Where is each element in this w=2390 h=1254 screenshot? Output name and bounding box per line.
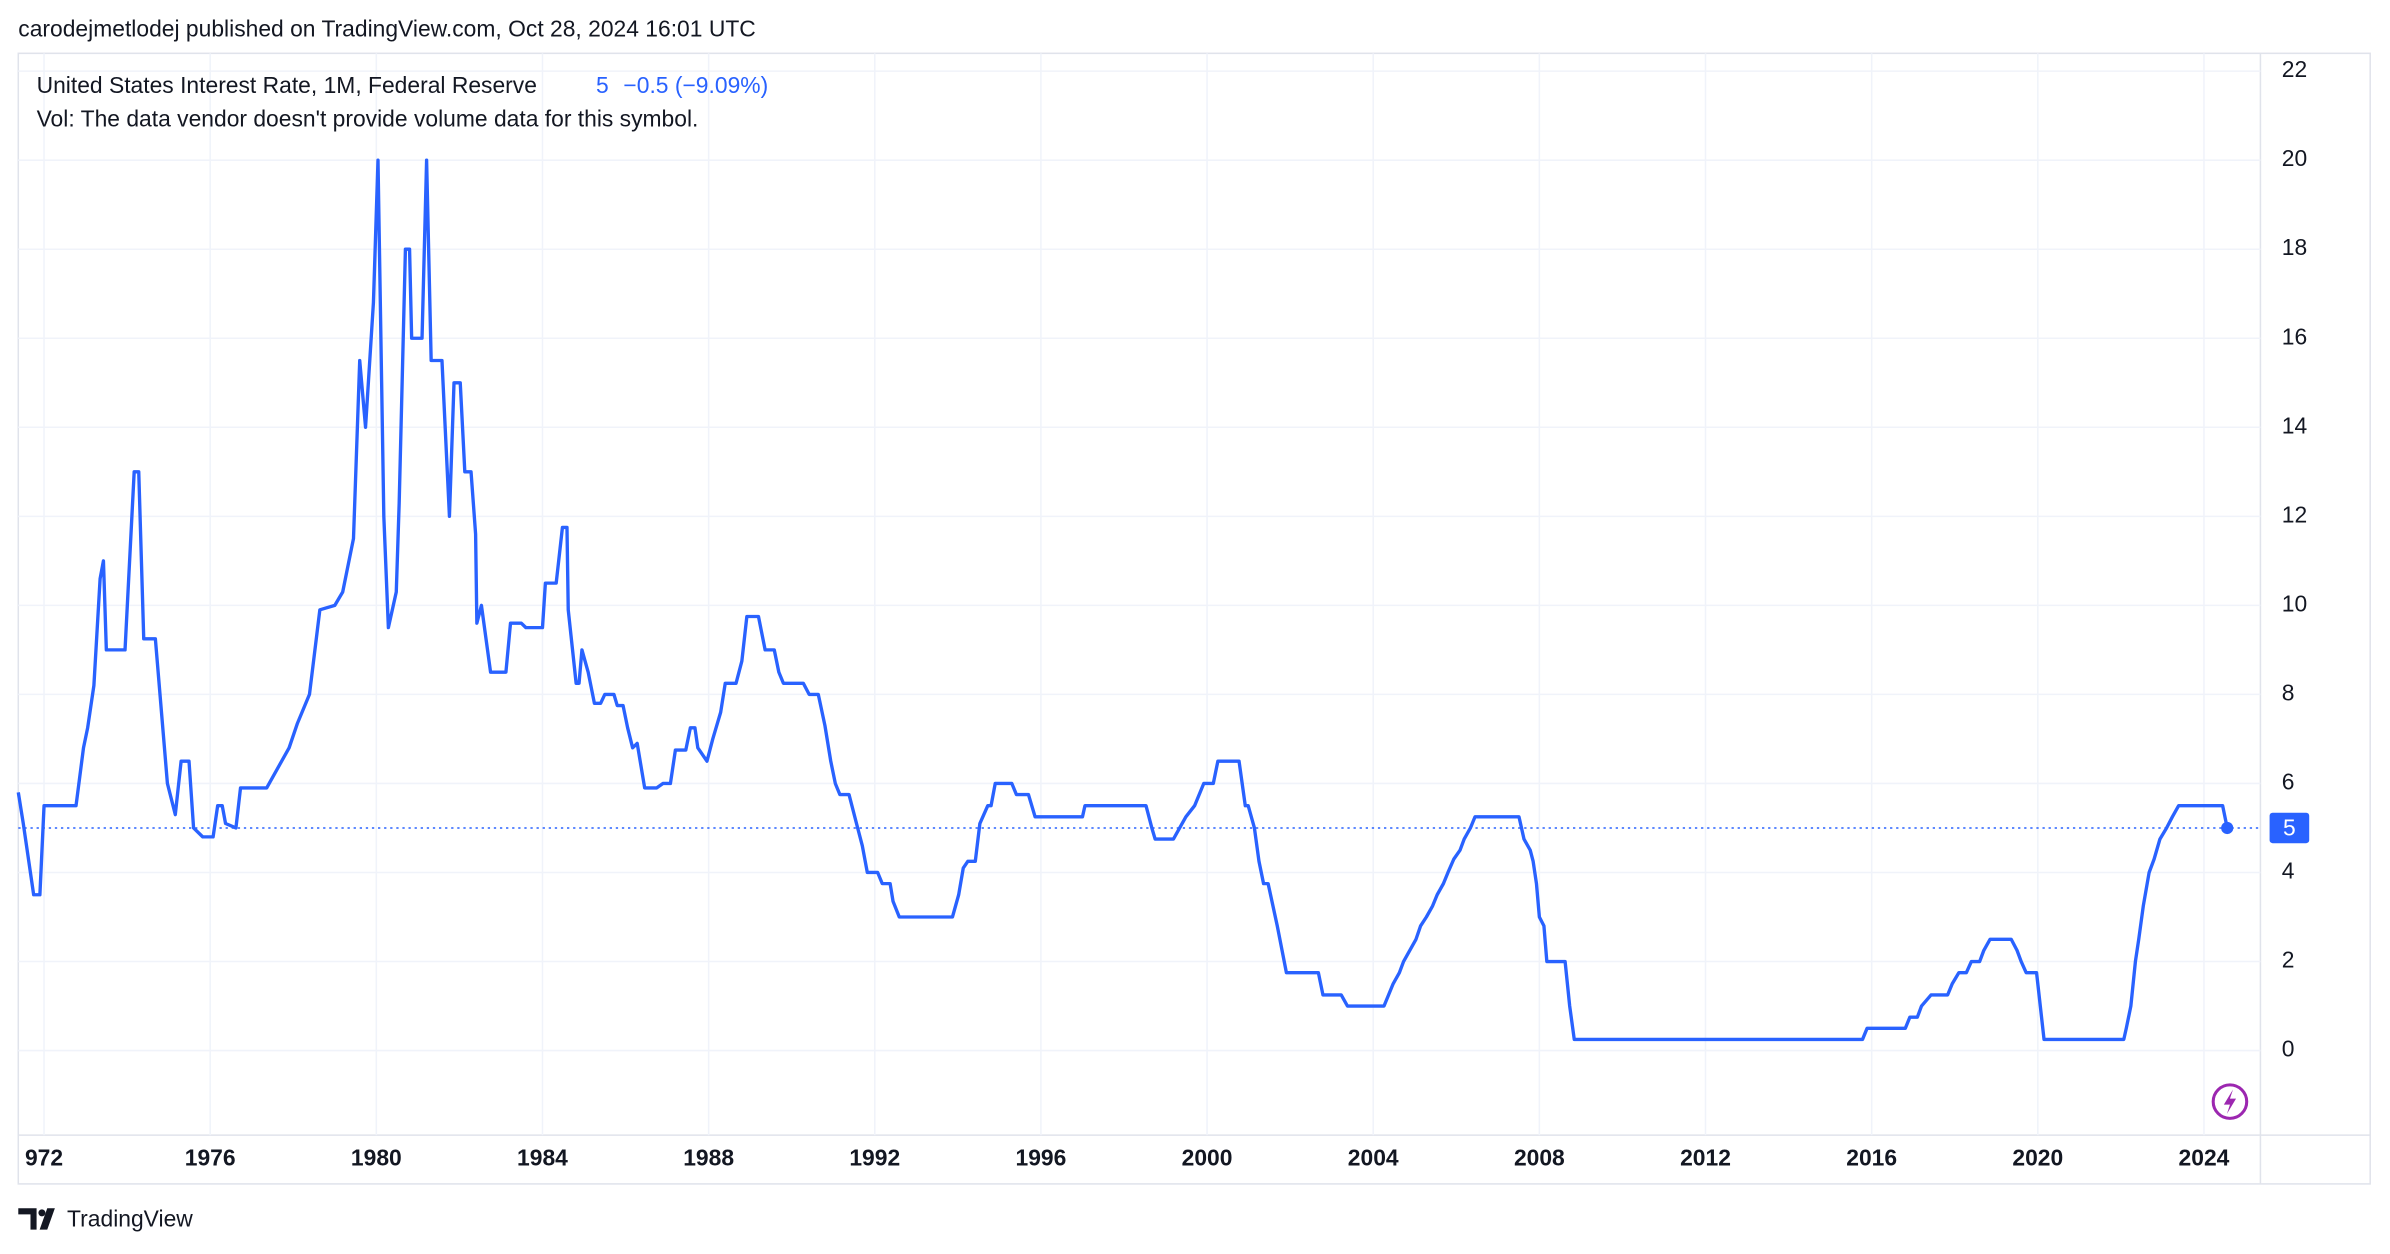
x-tick-label: 2004 [1348,1145,1399,1171]
y-tick-label: 14 [2282,412,2308,438]
y-tick-label: 12 [2282,501,2307,527]
y-tick-label: 2 [2282,947,2295,973]
y-tick-label: 10 [2282,590,2307,616]
chart-title: United States Interest Rate, 1M, Federal… [37,72,537,98]
grid [18,53,2261,1136]
volume-note: Vol: The data vendor doesn't provide vol… [37,105,699,131]
x-tick-label: 1988 [683,1145,734,1171]
footer: TradingView [67,1206,193,1232]
last-price-label: 5 [2283,815,2296,841]
header: carodejmetlodej published on TradingView… [18,16,755,42]
x-tick-label: 1980 [351,1145,402,1171]
x-tick-label: 1984 [517,1145,568,1171]
last-point [2221,821,2234,835]
legend-change: −0.5 (−9.09%) [623,72,768,98]
x-tick-label: 1976 [185,1145,236,1171]
x-tick-label: 1996 [1016,1145,1067,1171]
plot [16,158,2261,1042]
y-tick-label: 0 [2282,1036,2295,1062]
chart-frame [17,52,2371,1185]
y-tick-label: 18 [2282,234,2307,260]
x-tick-label: 2024 [2179,1145,2230,1171]
y-tick-label: 16 [2282,323,2307,349]
x-tick-label: 1992 [849,1145,900,1171]
alert-icon[interactable] [2211,1083,2249,1120]
x-tick-label: 2016 [1846,1145,1897,1171]
y-tick-label: 4 [2282,858,2295,884]
x-tick-label: 972 [25,1145,63,1171]
y-tick-label: 8 [2282,679,2295,705]
x-tick-label: 2000 [1182,1145,1233,1171]
x-tick-label: 2012 [1680,1145,1731,1171]
y-tick-label: 22 [2282,56,2307,82]
y-tick-label: 6 [2282,768,2295,794]
legend-last-value: 5 [596,72,609,98]
series-line [16,158,2229,1042]
x-tick-label: 2020 [2012,1145,2063,1171]
x-tick-label: 2008 [1514,1145,1565,1171]
logo[interactable]: TradingView [18,1206,193,1232]
last-price-badge [2269,812,2310,844]
y-tick-label: 20 [2282,145,2307,171]
